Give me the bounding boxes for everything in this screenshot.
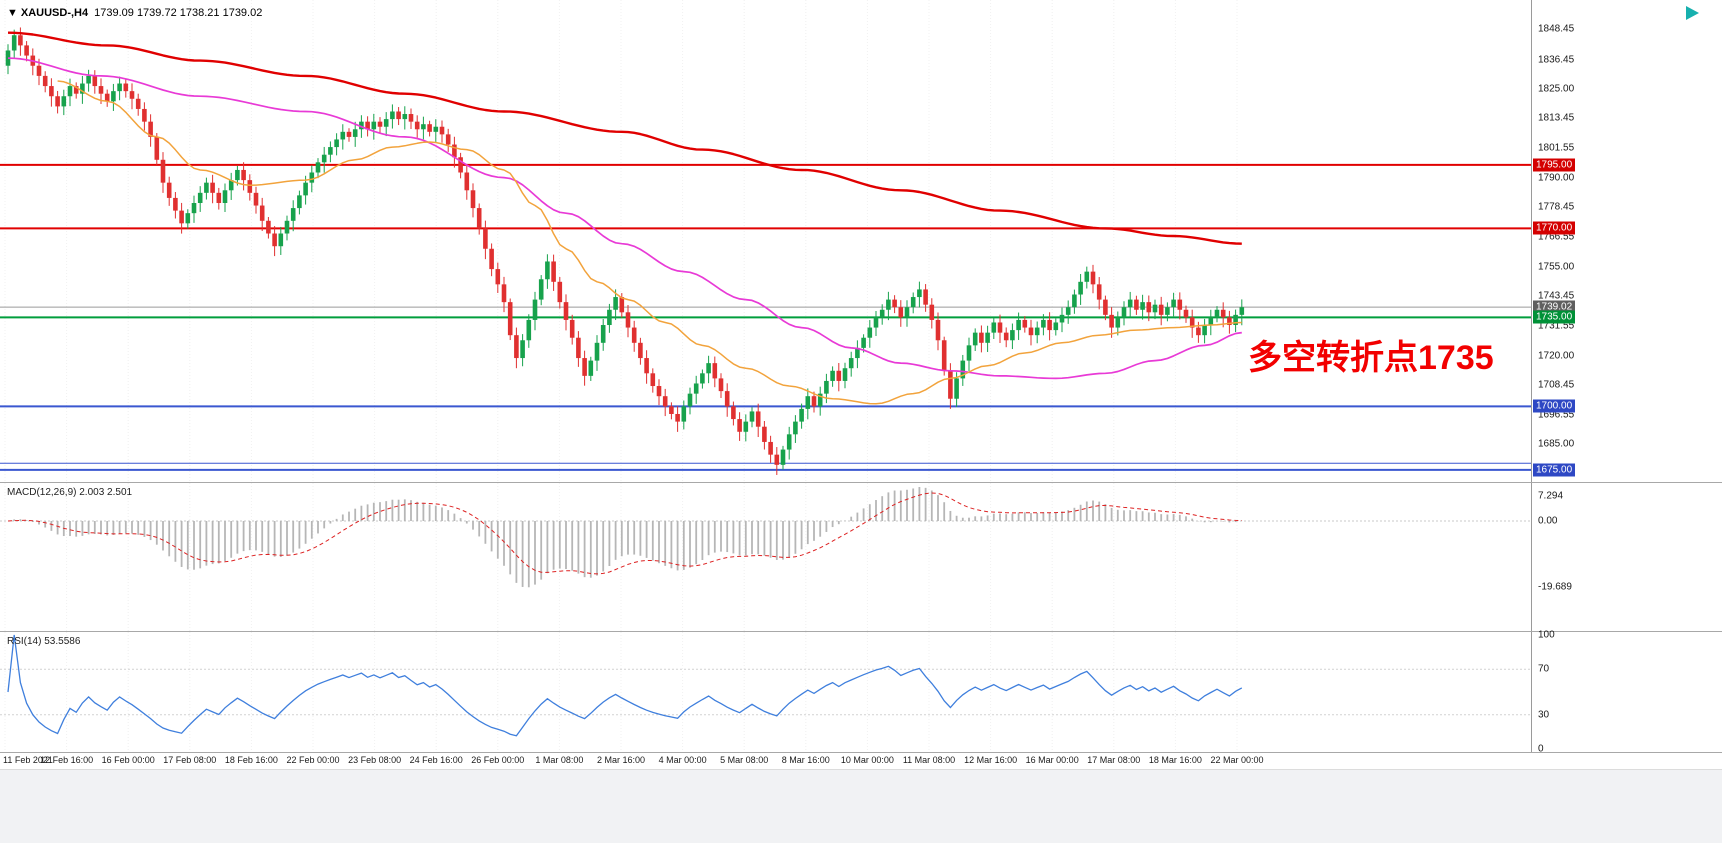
time-axis[interactable]: 11 Feb 2021 12 Feb 16:00 16 Feb 00:00 17 Fe… <box>0 753 1722 769</box>
ma-mid-magenta <box>7 57 1242 380</box>
time-axis-label: 16 Mar 00:00 <box>1025 755 1079 765</box>
time-axis-label: 1 Mar 08:00 <box>535 755 584 765</box>
chart-info-bar: ▼ XAUUSD-,H4 1739.09 1739.72 1738.21 1739.… <box>7 7 262 19</box>
main-chart-canvas[interactable] <box>0 0 1722 482</box>
rsi-axis-label: 30 <box>1538 709 1550 721</box>
rsi-axis-label: 70 <box>1538 663 1550 675</box>
time-axis-label: 17 Feb 08:00 <box>163 755 217 765</box>
rsi-axis-label: 100 <box>1538 629 1555 641</box>
macd-canvas[interactable] <box>0 483 1722 631</box>
time-axis-label: 5 Mar 08:00 <box>720 755 769 765</box>
macd-histogram <box>13 487 1243 588</box>
price-axis-label: 1755.00 <box>1538 261 1575 273</box>
tick-direction-icon: ▼ <box>7 7 18 19</box>
ma-slow-red <box>7 31 1242 245</box>
price-axis-label: 1825.00 <box>1538 83 1575 95</box>
time-axis-label: 11 Feb 2021 <box>3 755 53 765</box>
price-axis-label: 1696.55 <box>1538 409 1575 421</box>
time-axis-label: 23 Feb 08:00 <box>348 755 402 765</box>
price-tag-1795.00: 1795.00 <box>1533 158 1576 172</box>
time-axis-label: 2 Mar 16:00 <box>596 755 646 765</box>
price-axis-label: 1848.45 <box>1538 23 1575 35</box>
time-axis-label: 12 Mar 16:00 <box>964 755 1018 765</box>
price-tag-1770.00: 1770.00 <box>1533 221 1576 235</box>
main-price-panel: ▼ XAUUSD-,H4 1739.09 1739.72 1738.21 1739.… <box>0 0 1722 483</box>
window-bottom-area <box>0 769 1722 843</box>
price-axis-label: 1836.45 <box>1538 54 1575 65</box>
price-tag-1739.02: 1739.02 <box>1533 300 1576 314</box>
time-axis-label: 18 Feb 16:00 <box>224 755 278 765</box>
macd-signal-line <box>7 492 1242 575</box>
price-tag-1735.00: 1735.00 <box>1533 310 1576 324</box>
price-tag-1700.00: 1700.00 <box>1533 399 1576 413</box>
price-axis-label: 1813.45 <box>1538 112 1575 124</box>
time-axis-label: 22 Mar 00:00 <box>1210 755 1264 765</box>
time-axis-label: 18 Mar 16:00 <box>1148 755 1202 765</box>
rsi-panel: RSI(14) 53.5586 100 70 30 0 <box>0 629 1722 755</box>
price-axis[interactable]: 1848.45 1836.45 1825.00 1813.45 1801.55 1790.… <box>0 0 1722 482</box>
rsi-canvas[interactable] <box>0 632 1722 752</box>
price-axis-label: 1720.00 <box>1538 350 1575 362</box>
ohlc-values: 1739.09 1739.72 1738.21 1739.02 <box>94 7 263 19</box>
rsi-label: RSI(14) 53.5586 <box>7 636 81 647</box>
macd-axis: 7.294 0.00 -19.689 <box>0 483 1722 631</box>
time-axis-label: 4 Mar 00:00 <box>658 755 707 765</box>
symbol-timeframe-label: XAUUSD-,H4 <box>20 7 89 19</box>
time-axis-label: 24 Feb 16:00 <box>409 755 463 765</box>
corner-arrow-icon <box>1686 6 1699 20</box>
price-axis-label: 1743.45 <box>1538 290 1575 302</box>
macd-label: MACD(12,26,9) 2.003 2.501 <box>7 487 133 498</box>
macd-axis-label: 0.00 <box>1538 515 1558 527</box>
macd-axis-label: -19.689 <box>1538 581 1572 593</box>
time-axis-label: 22 Feb 00:00 <box>286 755 340 765</box>
time-axis-label: 11 Mar 08:00 <box>902 755 956 765</box>
price-axis-label: 1708.45 <box>1538 379 1575 391</box>
rsi-axis: 100 70 30 0 <box>0 629 1722 755</box>
ma-fast-orange <box>57 80 1242 405</box>
time-axis-label: 12 Feb 16:00 <box>40 755 94 765</box>
time-axis-label: 8 Mar 16:00 <box>781 755 830 765</box>
macd-axis-label: 7.294 <box>1538 490 1564 502</box>
grid-lines <box>4 0 1238 482</box>
price-tag-1675.00: 1675.00 <box>1533 463 1576 477</box>
price-axis-label: 1766.55 <box>1538 231 1575 243</box>
price-axis-label: 1778.45 <box>1538 201 1575 213</box>
time-axis-label: 17 Mar 08:00 <box>1087 755 1141 765</box>
macd-panel: MACD(12,26,9) 2.003 2.501 7.294 0.00 -19.6… <box>0 483 1722 632</box>
rsi-line <box>7 634 1243 737</box>
price-axis-label: 1685.00 <box>1538 438 1575 450</box>
price-axis-label: 1731.55 <box>1538 320 1575 332</box>
candles-group <box>5 27 1245 475</box>
rsi-axis-label: 0 <box>1538 743 1544 755</box>
price-axis-label: 1801.55 <box>1538 142 1575 154</box>
annotation-text: 多空转折点1735 <box>1248 339 1494 377</box>
time-axis-label: 26 Feb 00:00 <box>471 755 525 765</box>
time-axis-label: 16 Feb 00:00 <box>101 755 155 765</box>
price-axis-label: 1790.00 <box>1538 172 1575 184</box>
time-axis-label: 10 Mar 00:00 <box>840 755 894 765</box>
